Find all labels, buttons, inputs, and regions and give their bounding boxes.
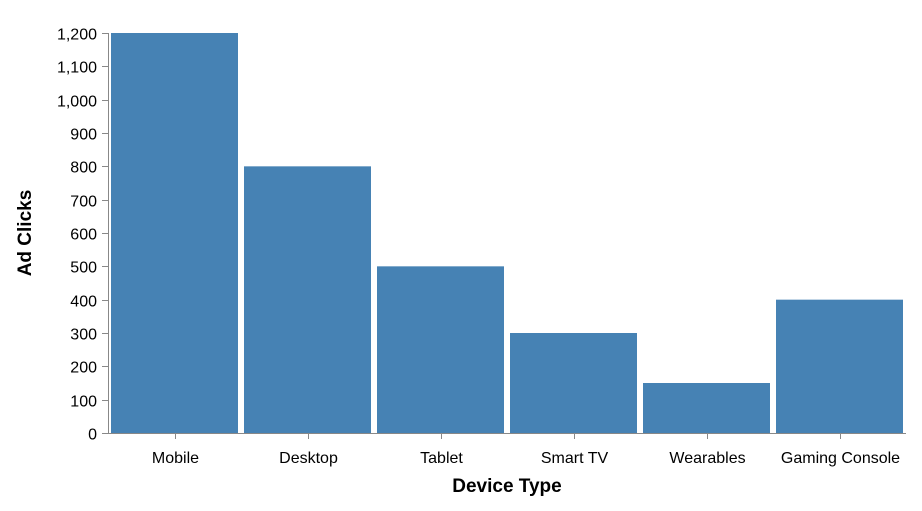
x-tick-label: Smart TV [541, 450, 609, 467]
y-tick-label: 1,100 [57, 60, 97, 77]
bar-tablet [377, 266, 504, 433]
x-axis-title: Device Type [452, 476, 561, 497]
y-tick-label: 300 [70, 327, 97, 344]
y-tick-label: 900 [70, 127, 97, 144]
y-tick-label: 100 [70, 394, 97, 411]
bar-wearables [643, 383, 770, 433]
y-tick-label: 1,200 [57, 27, 97, 44]
y-axis-title: Ad Clicks [15, 190, 36, 277]
y-tick-label: 400 [70, 294, 97, 311]
bars-layer [111, 33, 903, 434]
x-tick-label: Mobile [152, 450, 199, 467]
x-tick-label: Wearables [669, 450, 745, 467]
x-tick-label: Desktop [279, 450, 338, 467]
y-tick-label: 500 [70, 260, 97, 277]
bar-desktop [244, 166, 371, 434]
y-tick-label: 200 [70, 360, 97, 377]
y-tick-label: 1,000 [57, 94, 97, 111]
y-tick-label: 700 [70, 194, 97, 211]
bar-gaming-console [776, 299, 903, 433]
y-tick-label: 600 [70, 227, 97, 244]
x-tick-label: Tablet [420, 450, 463, 467]
bar-smart-tv [510, 333, 637, 433]
x-tick-label: Gaming Console [781, 450, 900, 467]
y-tick-label: 0 [88, 427, 97, 444]
bar-mobile [111, 33, 238, 433]
y-tick-label: 800 [70, 160, 97, 177]
x-axis: Mobile Desktop Tablet Smart TV Wearables Gami… [108, 433, 906, 467]
y-axis: 0 100 200 300 400 500 600 700 800 900 1,000 1,100 1,… [57, 27, 109, 444]
